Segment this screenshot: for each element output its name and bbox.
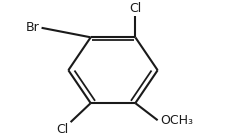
Text: OCH₃: OCH₃ bbox=[159, 114, 192, 127]
Text: Cl: Cl bbox=[56, 123, 68, 136]
Text: Cl: Cl bbox=[129, 2, 141, 15]
Text: Br: Br bbox=[25, 21, 39, 34]
